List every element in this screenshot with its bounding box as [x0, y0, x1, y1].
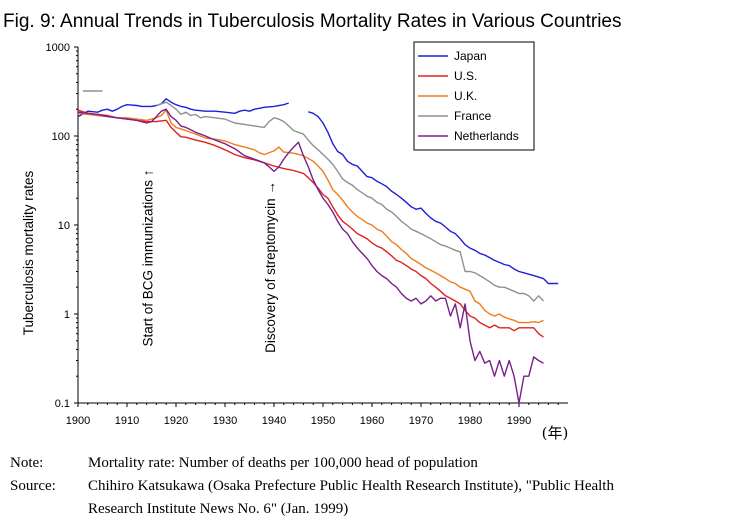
note-label: Note:	[10, 455, 44, 471]
y-tick-label: 1	[64, 309, 70, 321]
series-line-japan	[308, 111, 559, 285]
annotation-label: Start of BCG immunizations ↑	[140, 169, 155, 346]
chart-series	[77, 90, 559, 404]
series-line-france	[156, 101, 545, 302]
y-tick-label: 1000	[46, 42, 70, 54]
series-line-japan	[77, 98, 289, 118]
source-label: Source:	[10, 478, 56, 494]
x-axis-unit: (年)	[542, 424, 569, 442]
legend-label: Netherlands	[454, 129, 519, 143]
chart-axes: 0.1 1 10 100 1000 1900 1910 1920 1930 1940 1950 196…	[21, 42, 568, 442]
legend-label: Japan	[454, 49, 487, 63]
y-axis-label: Tuberculosis mortality rates	[21, 170, 36, 335]
x-tick-label: 1950	[311, 415, 335, 427]
x-tick-label: 1920	[164, 415, 188, 427]
x-tick-label: 1960	[360, 415, 384, 427]
series-line-netherlands	[77, 108, 544, 404]
source-text: Chihiro Katsukawa (Osaka Prefecture Publ…	[88, 475, 725, 521]
source-line-2: Research Institute News No. 6" (Jan. 199…	[88, 501, 349, 517]
chart-annotations: Start of BCG immunizations ↑ Discovery of…	[140, 169, 278, 352]
note-row: Note: Mortality rate: Number of deaths p…	[10, 452, 725, 475]
legend-label: U.K.	[454, 89, 477, 103]
y-tick-label: 100	[52, 131, 70, 143]
x-tick-label: 1980	[458, 415, 482, 427]
x-tick-label: 1900	[66, 415, 90, 427]
x-tick-label: 1990	[507, 415, 531, 427]
series-line-uk	[77, 109, 544, 324]
annotation-label: Discovery of streptomycin →	[263, 181, 278, 353]
y-tick-label: 10	[58, 220, 70, 232]
note-text: Mortality rate: Number of deaths per 100…	[88, 455, 478, 471]
x-tick-label: 1970	[409, 415, 433, 427]
notes: Note: Mortality rate: Number of deaths p…	[10, 452, 725, 521]
x-tick-label: 1930	[213, 415, 237, 427]
chart-title: Fig. 9: Annual Trends in Tuberculosis Mo…	[3, 11, 622, 32]
legend-label: France	[454, 109, 492, 123]
source-line-1: Chihiro Katsukawa (Osaka Prefecture Publ…	[88, 478, 614, 494]
y-tick-label: 0.1	[55, 398, 70, 410]
x-tick-label: 1910	[115, 415, 139, 427]
chart-legend: Japan U.S. U.K. France Netherlands	[413, 41, 535, 151]
source-row: Source: Chihiro Katsukawa (Osaka Prefect…	[10, 475, 725, 521]
x-tick-label: 1940	[262, 415, 286, 427]
legend-label: U.S.	[454, 69, 477, 83]
series-line-us	[77, 109, 544, 338]
